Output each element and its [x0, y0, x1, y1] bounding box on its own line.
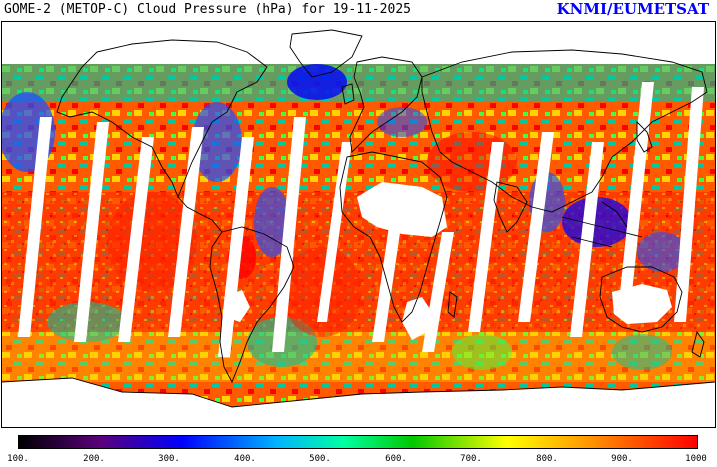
colorbar-tick: 500.	[309, 454, 331, 464]
pressure-colorbar	[18, 435, 698, 449]
provider-logo-text: KNMI/EUMETSAT	[556, 0, 709, 18]
coastlines	[2, 29, 715, 408]
colorbar-tick: 900.	[611, 454, 633, 464]
cloud-data-field	[2, 62, 715, 417]
colorbar-tick: 1000	[685, 454, 707, 464]
colorbar-tick: 800.	[536, 454, 558, 464]
colorbar-tick: 600.	[385, 454, 407, 464]
colorbar-tick: 700.	[460, 454, 482, 464]
colorbar-tick: 300.	[158, 454, 180, 464]
colorbar-tick-labels: 100. 200. 300. 400. 500. 600. 700. 800. …	[0, 454, 717, 467]
colorbar-tick: 200.	[83, 454, 105, 464]
map-title: GOME-2 (METOP-C) Cloud Pressure (hPa) fo…	[4, 2, 411, 17]
colorbar-tick: 400.	[234, 454, 256, 464]
cloud-pressure-map	[1, 21, 716, 428]
colorbar-tick: 100.	[7, 454, 29, 464]
